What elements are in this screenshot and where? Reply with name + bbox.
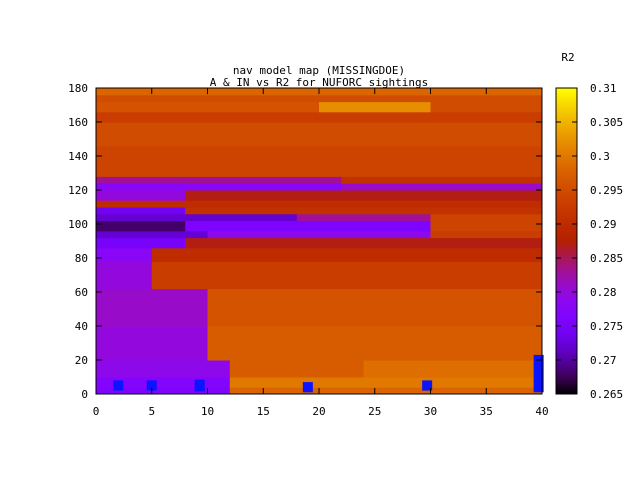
heat-cell xyxy=(96,387,231,395)
x-tick-label: 40 xyxy=(535,405,548,418)
x-tick-label: 10 xyxy=(201,405,214,418)
colorbar-label: R2 xyxy=(561,51,574,64)
y-axis: 0 20 40 60 80 100 120 140 160 180 xyxy=(68,82,542,401)
heat-cell xyxy=(96,145,543,177)
colorbar-tick-label: 0.29 xyxy=(590,218,617,231)
y-tick-label: 60 xyxy=(75,286,88,299)
colorbar xyxy=(555,87,578,395)
y-tick-label: 20 xyxy=(75,354,88,367)
x-tick-label: 0 xyxy=(93,405,100,418)
heat-cell xyxy=(430,220,543,232)
data-point xyxy=(422,380,433,391)
heat-cell xyxy=(229,377,543,388)
heat-cell xyxy=(185,190,543,201)
heat-cell xyxy=(96,200,543,208)
data-point xyxy=(302,382,313,393)
y-tick-label: 100 xyxy=(68,218,88,231)
data-point xyxy=(113,380,124,391)
heat-cell xyxy=(430,101,543,113)
y-tick-label: 140 xyxy=(68,150,88,163)
heat-cell xyxy=(296,213,431,222)
heat-cell xyxy=(151,261,543,290)
colorbar-axis: 0.265 0.27 0.275 0.28 0.285 0.29 0.295 0.3 0.305… xyxy=(556,82,623,401)
colorbar-tick-label: 0.275 xyxy=(590,320,623,333)
colorbar-tick-label: 0.3 xyxy=(590,150,610,163)
heatmap-plot-area xyxy=(96,88,543,395)
colorbar-tick-label: 0.31 xyxy=(590,82,617,95)
colorbar-tick-label: 0.265 xyxy=(590,388,623,401)
heat-cell xyxy=(96,237,186,249)
heat-cell xyxy=(96,288,208,327)
heat-cell xyxy=(96,220,186,232)
x-tick-label: 25 xyxy=(368,405,381,418)
data-point xyxy=(146,380,157,391)
x-tick-label: 30 xyxy=(424,405,437,418)
heat-cell xyxy=(185,207,543,215)
heat-cell xyxy=(96,213,298,222)
heat-cell xyxy=(185,237,543,249)
heat-cell xyxy=(207,326,543,361)
heat-cell xyxy=(96,111,543,123)
heat-cell xyxy=(207,230,431,239)
heat-cell xyxy=(96,183,342,191)
heat-cell xyxy=(96,101,320,113)
heat-cell xyxy=(363,360,543,378)
x-tick-label: 20 xyxy=(312,405,325,418)
heat-cell xyxy=(341,176,543,184)
colorbar-tick-label: 0.27 xyxy=(590,354,617,367)
heat-cell xyxy=(96,377,231,388)
heat-cell xyxy=(229,387,543,395)
heat-cell xyxy=(96,360,231,378)
y-tick-label: 80 xyxy=(75,252,88,265)
colorbar-tick-label: 0.305 xyxy=(590,116,623,129)
x-tick-label: 15 xyxy=(257,405,270,418)
y-tick-label: 40 xyxy=(75,320,88,333)
heat-cell xyxy=(319,101,431,113)
heat-cell xyxy=(207,288,543,327)
chart-title: nav model map (MISSINGDOE) xyxy=(233,64,405,77)
heat-cell xyxy=(151,247,543,262)
y-tick-label: 120 xyxy=(68,184,88,197)
y-tick-label: 180 xyxy=(68,82,88,95)
colorbar-tick-label: 0.28 xyxy=(590,286,617,299)
heat-cell xyxy=(96,94,543,103)
heat-cell xyxy=(430,213,543,222)
colorbar-tick-label: 0.285 xyxy=(590,252,623,265)
x-tick-label: 5 xyxy=(148,405,155,418)
heat-cell xyxy=(185,220,431,232)
heat-cell xyxy=(96,190,186,201)
data-point xyxy=(194,379,205,392)
y-tick-label: 160 xyxy=(68,116,88,129)
heat-cell xyxy=(229,360,365,378)
heat-cell xyxy=(96,326,208,361)
heat-cell xyxy=(96,261,153,290)
heat-cell xyxy=(341,183,543,191)
heat-cell xyxy=(430,230,543,239)
x-tick-label: 35 xyxy=(480,405,493,418)
heat-cell xyxy=(96,247,153,262)
chart-subtitle: A & IN vs R2 for NUFORC sightings xyxy=(210,76,429,89)
data-markers xyxy=(113,354,544,393)
heat-cell xyxy=(96,122,543,147)
heat-cell xyxy=(96,230,208,239)
x-axis: 0 5 10 15 20 25 30 35 40 xyxy=(93,88,549,418)
heat-cell xyxy=(96,176,342,184)
y-tick-label: 0 xyxy=(81,388,88,401)
heat-cell xyxy=(96,207,186,215)
data-point xyxy=(533,354,544,393)
colorbar-tick-label: 0.295 xyxy=(590,184,623,197)
